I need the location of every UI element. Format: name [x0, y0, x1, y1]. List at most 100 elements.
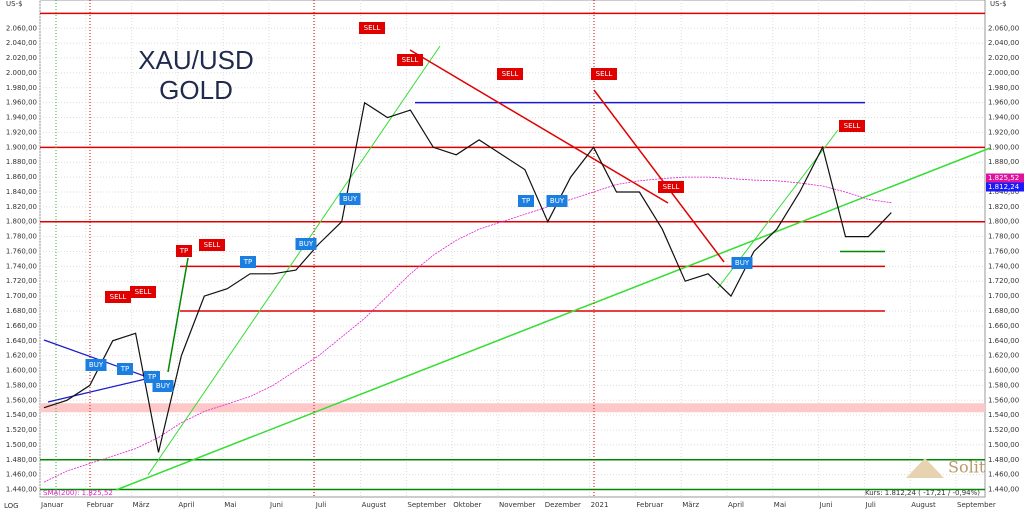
signal-box [295, 238, 317, 250]
y-tick-label: 1.680,00 [988, 307, 1019, 315]
trend-line [593, 89, 725, 263]
signal-label: BUY [550, 197, 565, 205]
x-tick-label: November [499, 501, 536, 509]
y-tick-label: 1.820,00 [988, 203, 1019, 211]
chart-subtitle: GOLD [159, 75, 233, 105]
last-tag [986, 182, 1024, 192]
signal-label: SELL [402, 56, 419, 64]
sma-line [43, 176, 892, 483]
y-tick-label: 1.660,00 [988, 322, 1019, 330]
y-tick-label: 1.880,00 [6, 158, 37, 166]
signal-box [518, 195, 534, 207]
y-tick-label: 1.800,00 [6, 218, 37, 226]
y-tick-label: 1.720,00 [988, 277, 1019, 285]
y-tick-label: 2.000,00 [6, 69, 37, 77]
signal-box [85, 359, 107, 371]
y-tick-label: 1.660,00 [6, 322, 37, 330]
y-tick-label: 2.040,00 [988, 39, 1019, 47]
y-tick-label: 1.620,00 [6, 352, 37, 360]
signal-box [839, 120, 865, 132]
signal-label: BUY [343, 195, 358, 203]
y-tick-label: 1.780,00 [6, 233, 37, 241]
y-tick-label: 2.020,00 [6, 54, 37, 62]
y-tick-label: 1.600,00 [6, 367, 37, 375]
y-tick-label: 1.980,00 [6, 84, 37, 92]
x-tick-label: August [362, 501, 387, 509]
signal-box [339, 193, 361, 205]
y-tick-label: 1.900,00 [6, 143, 37, 151]
signal-box [731, 257, 753, 269]
chart-title: XAU/USD [138, 45, 254, 75]
x-tick-label: März [133, 501, 150, 509]
signal-box [497, 68, 523, 80]
signal-box [199, 239, 225, 251]
signal-label: BUY [299, 240, 314, 248]
signal-box [152, 380, 174, 392]
x-tick-label: Februar [87, 501, 114, 509]
signal-label: TP [521, 197, 531, 205]
x-tick-label: 2021 [591, 501, 609, 509]
y-tick-label: 2.060,00 [6, 24, 37, 32]
y-tick-label: 1.760,00 [988, 247, 1019, 255]
y-tick-label: 2.040,00 [6, 39, 37, 47]
signal-box [359, 22, 385, 34]
signal-label: BUY [89, 361, 104, 369]
y-tick-label: 1.460,00 [6, 471, 37, 479]
signal-box [130, 286, 156, 298]
y-tick-label: 1.560,00 [6, 396, 37, 404]
y-tick-label: 1.760,00 [6, 247, 37, 255]
y-tick-label: 1.700,00 [988, 292, 1019, 300]
signal-box [546, 195, 568, 207]
x-tick-label: Januar [40, 501, 64, 509]
x-tick-label: Mai [774, 501, 786, 509]
y-tick-label: 1.440,00 [988, 486, 1019, 494]
y-tick-label: 1.440,00 [6, 486, 37, 494]
x-tick-label: Dezember [545, 501, 581, 509]
y-tick-label: 1.840,00 [988, 188, 1019, 196]
x-tick-label: Oktober [453, 501, 481, 509]
last-tag-label: 1.812,24 [988, 183, 1020, 191]
signal-label: TP [179, 247, 189, 255]
y-tick-label: 1.740,00 [6, 262, 37, 270]
y-tick-label: 2.000,00 [988, 69, 1019, 77]
y-tick-label: 1.920,00 [6, 128, 37, 136]
signal-label: SELL [596, 70, 613, 78]
y-tick-label: 1.920,00 [988, 128, 1019, 136]
y-tick-label: 1.780,00 [988, 233, 1019, 241]
y-tick-label: 1.940,00 [6, 114, 37, 122]
y-tick-label: 1.640,00 [6, 337, 37, 345]
last-tag [986, 173, 1024, 183]
y-tick-label: 1.680,00 [6, 307, 37, 315]
trend-line [409, 49, 669, 204]
y-tick-label: 1.500,00 [988, 441, 1019, 449]
y-tick-label: 1.800,00 [988, 218, 1019, 226]
y-tick-label: 1.580,00 [6, 381, 37, 389]
y-tick-label: 1.740,00 [988, 262, 1019, 270]
y-tick-label: 1.580,00 [988, 381, 1019, 389]
x-tick-label: Mai [224, 501, 236, 509]
y-tick-label: 1.900,00 [988, 143, 1019, 151]
signal-box [397, 54, 423, 66]
y-tick-label: 1.960,00 [988, 99, 1019, 107]
y-tick-label: 1.560,00 [988, 396, 1019, 404]
scale-label: LOG [4, 502, 19, 510]
y-tick-label: 2.020,00 [988, 54, 1019, 62]
last-tag-label: 1.825,52 [988, 174, 1019, 182]
price-caption: Kurs: 1.812,24 ( -17,21 / -0,94%) [865, 489, 980, 497]
unit-label: US-$ [6, 0, 23, 8]
signal-label: SELL [204, 241, 221, 249]
trend-lines [43, 0, 991, 497]
signal-box [105, 291, 131, 303]
x-tick-label: April [178, 501, 194, 509]
signal-label: BUY [735, 259, 750, 267]
signal-label: SELL [844, 122, 861, 130]
x-tick-label: April [728, 501, 744, 509]
x-tick-label: Juli [315, 501, 326, 509]
y-tick-label: 1.840,00 [6, 188, 37, 196]
x-tick-label: Februar [636, 501, 663, 509]
y-tick-label: 2.060,00 [988, 24, 1019, 32]
trend-line [167, 257, 189, 373]
signal-label: SELL [364, 24, 381, 32]
y-tick-label: 1.520,00 [988, 426, 1019, 434]
